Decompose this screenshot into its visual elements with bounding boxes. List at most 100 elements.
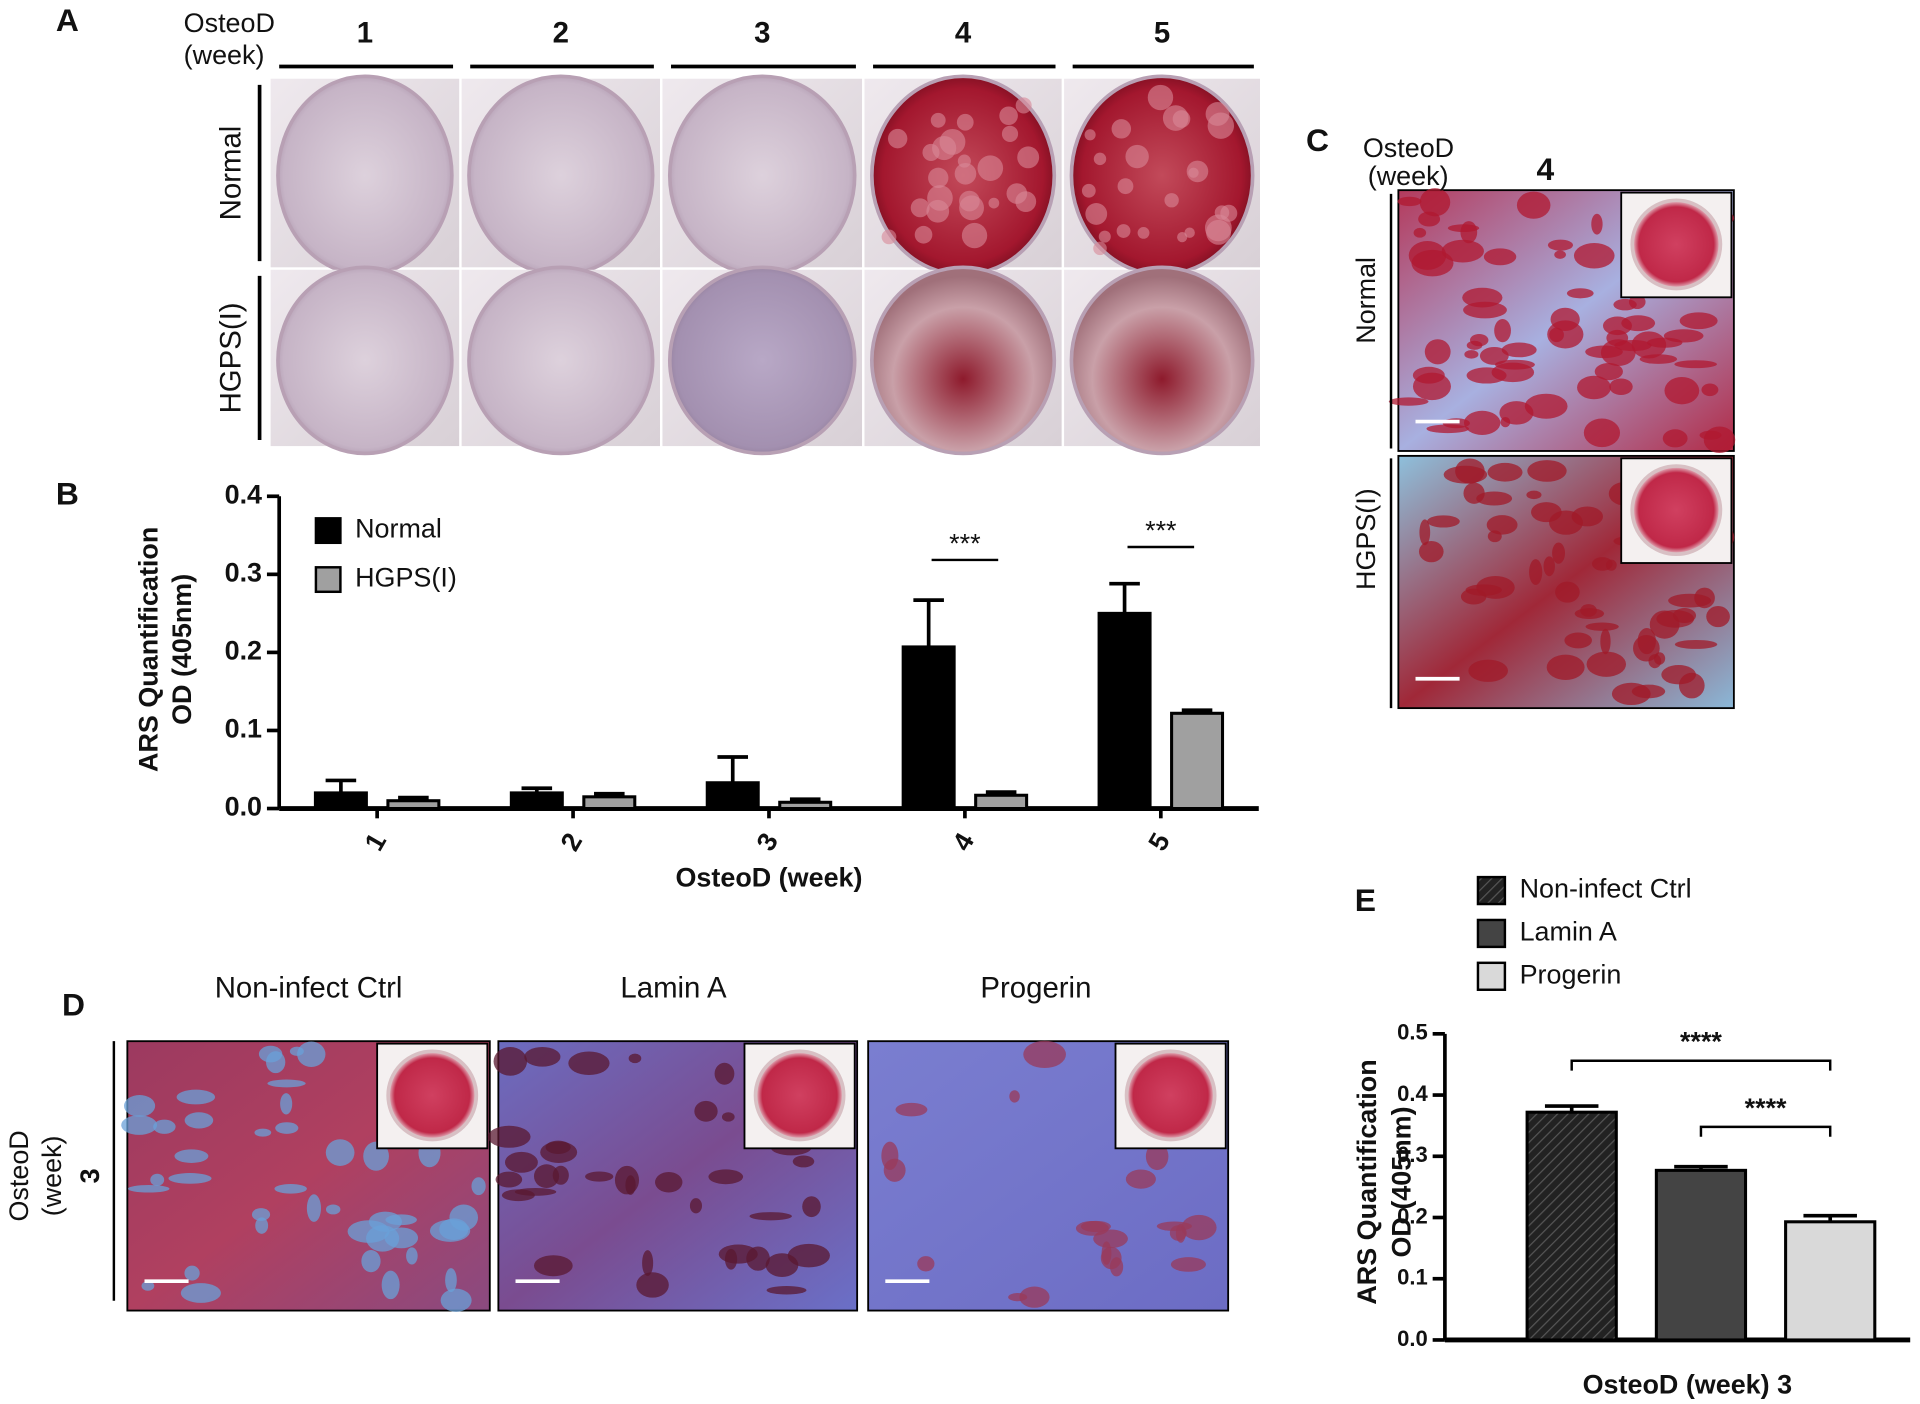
stain	[1526, 490, 1542, 500]
legend-label: Progerin	[1520, 959, 1622, 989]
stain	[1424, 339, 1451, 365]
dish	[667, 265, 857, 456]
stain	[568, 1051, 610, 1076]
significance-label: ****	[1680, 1027, 1722, 1057]
stain	[1564, 632, 1592, 649]
stain	[1008, 1292, 1028, 1302]
stain	[1621, 315, 1656, 332]
legend-label: Non-infect Ctrl	[1520, 874, 1692, 904]
stain	[1706, 605, 1730, 628]
bar	[1170, 711, 1225, 811]
stain	[255, 1217, 269, 1234]
stain	[1085, 203, 1108, 225]
stain	[1586, 651, 1627, 677]
dish	[467, 265, 655, 456]
stain	[184, 1265, 200, 1281]
stain	[881, 229, 897, 245]
stain	[959, 195, 984, 221]
stain	[1170, 1257, 1206, 1272]
x-tick-label: 1	[359, 828, 392, 856]
stain	[121, 1115, 158, 1135]
row-label: HGPS(I)	[214, 302, 247, 413]
stain	[1550, 307, 1580, 331]
column-label: 2	[553, 16, 569, 49]
stain	[689, 1198, 703, 1214]
stain	[714, 1062, 735, 1085]
bar	[778, 800, 833, 811]
stain	[504, 1151, 538, 1173]
stain	[910, 198, 930, 218]
stain	[1662, 429, 1688, 448]
stain	[1411, 249, 1454, 277]
stain	[1125, 1169, 1156, 1189]
stain	[514, 1188, 557, 1196]
stain	[325, 1204, 341, 1215]
legend-swatch	[314, 517, 342, 545]
significance-bracket	[1699, 1125, 1832, 1137]
stain	[1679, 312, 1718, 330]
stain	[917, 1256, 935, 1272]
stain	[1646, 337, 1683, 348]
stain	[254, 1128, 272, 1137]
stain	[471, 1177, 486, 1196]
bar	[1525, 1110, 1618, 1342]
stain	[1524, 393, 1568, 419]
stain	[524, 1046, 561, 1067]
stain	[1594, 363, 1623, 381]
stain	[922, 143, 940, 161]
stain	[361, 1249, 381, 1273]
dish	[467, 74, 655, 277]
stain	[1664, 376, 1700, 405]
stain	[1125, 144, 1149, 169]
column-label: 1	[357, 16, 373, 49]
stain	[275, 1122, 299, 1134]
column-label: 4	[1536, 151, 1554, 187]
stain	[1486, 515, 1518, 535]
column-label: Lamin A	[620, 972, 727, 1005]
stain	[887, 128, 908, 149]
column-label: Progerin	[980, 972, 1091, 1005]
legend-swatch	[314, 566, 342, 594]
stain	[1516, 191, 1551, 219]
stain	[325, 1139, 355, 1166]
legend-label: HGPS(I)	[355, 563, 457, 593]
bar	[1097, 611, 1152, 811]
stain	[1476, 491, 1513, 506]
y-tick-label: 0.0	[225, 792, 262, 822]
panel-letter: A	[56, 2, 79, 38]
stain	[123, 1094, 156, 1117]
stain	[1554, 250, 1566, 259]
stain	[1017, 146, 1040, 169]
labels: A OsteoD (week) C OsteoD (week) 4 Normal…	[4, 2, 1554, 1301]
stain	[1639, 354, 1678, 364]
stain	[802, 1196, 821, 1218]
stain	[895, 1102, 928, 1117]
stain	[1703, 426, 1736, 454]
x-tick-label: 5	[1142, 828, 1175, 856]
stain	[1145, 1142, 1169, 1171]
y-tick-label: 0.4	[225, 479, 262, 509]
stain	[1075, 1220, 1109, 1236]
stain	[297, 1041, 326, 1067]
stain	[1116, 224, 1131, 238]
stain	[150, 1173, 165, 1186]
row-label: (week)	[37, 1135, 67, 1216]
stain	[1117, 178, 1134, 195]
stain	[495, 1171, 523, 1188]
stain	[1585, 622, 1619, 631]
stain	[1571, 506, 1604, 527]
stain	[1668, 593, 1712, 608]
stain	[1547, 239, 1574, 251]
stain	[1600, 628, 1611, 655]
dish	[870, 265, 1057, 456]
stain	[1006, 183, 1028, 204]
dish	[276, 265, 454, 456]
dish	[1069, 265, 1255, 456]
stain	[1573, 243, 1615, 269]
stain	[1162, 105, 1189, 131]
stain	[749, 1212, 792, 1221]
stain	[928, 167, 949, 188]
stain	[766, 1286, 807, 1295]
